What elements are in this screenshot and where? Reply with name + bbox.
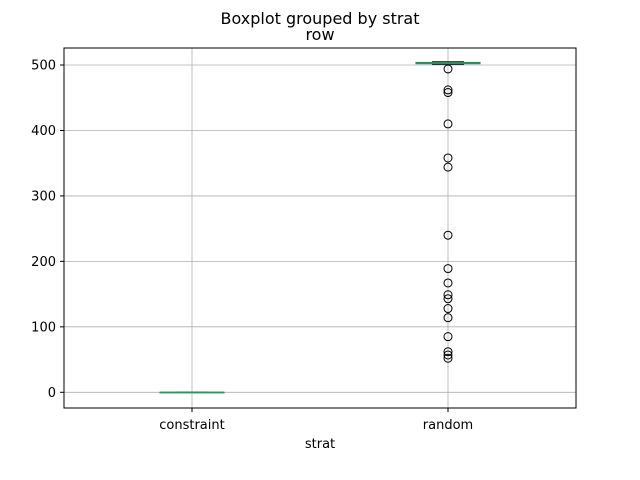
y-tick-label: 300 — [31, 189, 56, 204]
outlier-point — [443, 347, 453, 357]
y-tick-label: 200 — [31, 255, 56, 270]
chart-title: Boxplot grouped by strat — [220, 9, 419, 28]
outlier-point — [443, 162, 453, 172]
outlier-point — [443, 264, 453, 274]
outlier-point — [443, 64, 453, 74]
x-tick-label: constraint — [159, 418, 224, 433]
box-constraint — [159, 391, 225, 394]
outlier-point — [443, 85, 453, 95]
outlier-point — [443, 294, 453, 304]
outlier-point — [443, 88, 453, 98]
outlier-point — [443, 332, 453, 342]
y-axis: 0 100 200 300 400 500 — [31, 59, 64, 401]
chart-subtitle: row — [305, 25, 334, 44]
x-axis-label: strat — [305, 437, 335, 452]
outlier-point — [443, 278, 453, 288]
x-tick-label: random — [423, 418, 473, 433]
outlier-point — [443, 290, 453, 300]
outlier-point — [443, 353, 453, 363]
grid-lines — [64, 48, 576, 408]
box-random — [415, 61, 481, 363]
x-axis: constraint random — [159, 408, 473, 433]
y-tick-label: 100 — [31, 320, 56, 335]
outlier-point — [443, 119, 453, 129]
outlier-point — [443, 230, 453, 240]
outlier-point — [443, 304, 453, 314]
y-tick-label: 500 — [31, 59, 56, 74]
outlier-point — [443, 350, 453, 360]
outlier-point — [443, 153, 453, 163]
boxes — [159, 61, 481, 394]
y-tick-label: 0 — [48, 386, 56, 401]
plot-frame — [63, 47, 577, 409]
y-tick-label: 400 — [31, 124, 56, 139]
outlier-point — [443, 313, 453, 323]
